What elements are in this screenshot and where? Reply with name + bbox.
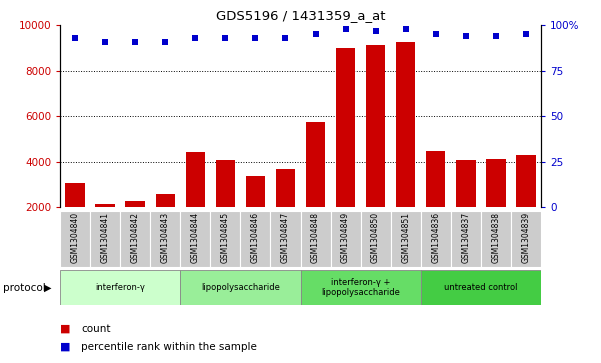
Bar [156, 195, 175, 252]
Bar [210, 211, 240, 267]
Bar [421, 270, 541, 305]
Bar [486, 159, 505, 252]
Bar [60, 270, 180, 305]
Text: untreated control: untreated control [444, 283, 517, 292]
Text: GSM1304843: GSM1304843 [161, 212, 169, 263]
Point [311, 32, 320, 37]
Bar [396, 42, 415, 252]
Text: lipopolysaccharide: lipopolysaccharide [201, 283, 280, 292]
Text: GSM1304847: GSM1304847 [281, 212, 290, 263]
Text: ▶: ▶ [44, 283, 51, 293]
Bar [246, 176, 265, 252]
Bar [300, 211, 331, 267]
Point [341, 26, 350, 32]
Bar [60, 211, 90, 267]
Point [70, 35, 80, 41]
Text: GSM1304850: GSM1304850 [371, 212, 380, 263]
Bar [66, 183, 85, 252]
Text: GSM1304844: GSM1304844 [191, 212, 200, 263]
Bar [331, 211, 361, 267]
Text: GSM1304851: GSM1304851 [401, 212, 410, 263]
Point [130, 39, 140, 45]
Point [160, 39, 170, 45]
Bar [216, 160, 235, 252]
Point [251, 35, 260, 41]
Text: GSM1304845: GSM1304845 [221, 212, 230, 263]
Bar [391, 211, 421, 267]
Bar [180, 270, 300, 305]
Point [401, 26, 410, 32]
Bar [511, 211, 541, 267]
Text: GSM1304842: GSM1304842 [131, 212, 139, 263]
Bar [150, 211, 180, 267]
Bar [481, 211, 511, 267]
Point [461, 33, 471, 39]
Point [221, 35, 230, 41]
Bar [180, 211, 210, 267]
Bar [426, 151, 445, 252]
Bar [96, 204, 115, 252]
Bar [120, 211, 150, 267]
Bar [361, 211, 391, 267]
Text: GSM1304839: GSM1304839 [522, 212, 530, 263]
Text: GSM1304837: GSM1304837 [462, 212, 470, 263]
Text: GSM1304841: GSM1304841 [101, 212, 109, 263]
Point [491, 33, 501, 39]
Text: ■: ■ [60, 342, 70, 352]
Bar [456, 160, 475, 252]
Point [191, 35, 200, 41]
Text: GSM1304849: GSM1304849 [341, 212, 350, 263]
Bar [366, 45, 385, 252]
Bar [451, 211, 481, 267]
Bar [276, 170, 295, 252]
Text: interferon-γ +
lipopolysaccharide: interferon-γ + lipopolysaccharide [321, 278, 400, 297]
Bar [306, 122, 325, 252]
Text: GSM1304846: GSM1304846 [251, 212, 260, 263]
Bar [240, 211, 270, 267]
Text: GSM1304836: GSM1304836 [432, 212, 440, 263]
Text: GDS5196 / 1431359_a_at: GDS5196 / 1431359_a_at [216, 9, 385, 22]
Point [521, 32, 531, 37]
Bar [421, 211, 451, 267]
Point [431, 32, 441, 37]
Bar [270, 211, 300, 267]
Text: GSM1304848: GSM1304848 [311, 212, 320, 263]
Text: GSM1304838: GSM1304838 [492, 212, 500, 263]
Text: percentile rank within the sample: percentile rank within the sample [81, 342, 257, 352]
Point [100, 39, 110, 45]
Text: ■: ■ [60, 323, 70, 334]
Bar [336, 48, 355, 252]
Text: count: count [81, 323, 111, 334]
Bar [126, 201, 145, 252]
Point [281, 35, 290, 41]
Bar [516, 155, 535, 252]
Text: protocol: protocol [3, 283, 46, 293]
Point [371, 28, 380, 34]
Bar [90, 211, 120, 267]
Text: interferon-γ: interferon-γ [96, 283, 145, 292]
Text: GSM1304840: GSM1304840 [71, 212, 79, 263]
Bar [186, 152, 205, 252]
Bar [300, 270, 421, 305]
